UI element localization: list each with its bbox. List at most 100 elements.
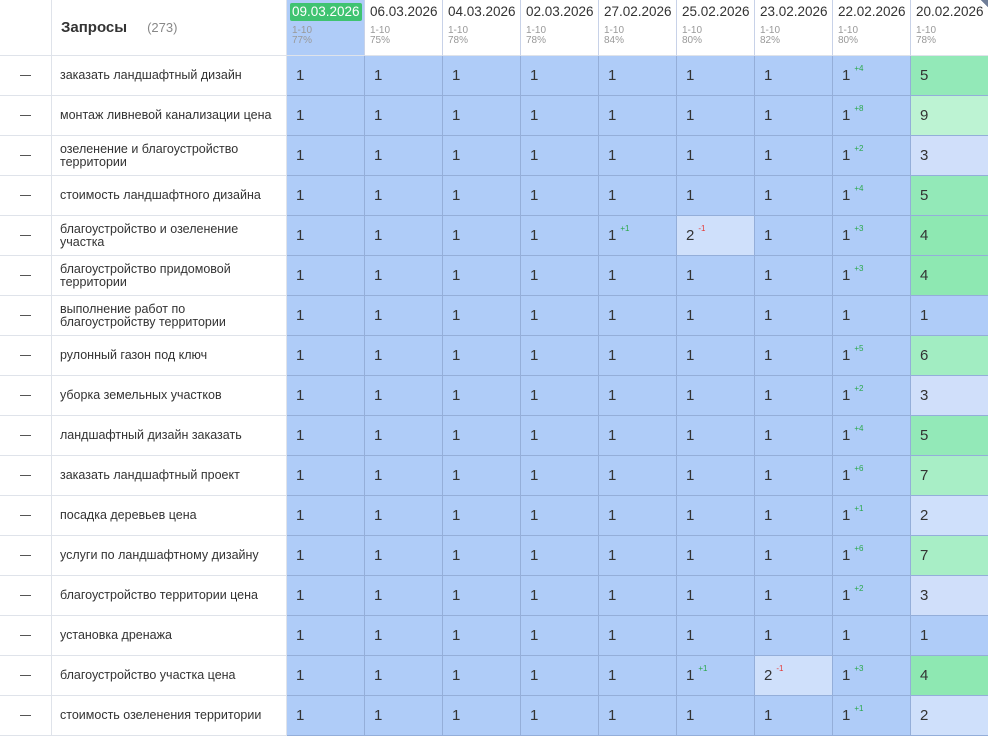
position-cell[interactable]: 1 bbox=[443, 136, 521, 176]
position-cell[interactable]: 1 bbox=[599, 176, 677, 216]
position-cell[interactable]: 1 +3 bbox=[833, 0, 988, 296]
position-cell[interactable]: 1 bbox=[755, 536, 833, 576]
date-column-header[interactable]: 06.03.2026 1-10 75% bbox=[365, 0, 443, 56]
position-cell[interactable]: 1 bbox=[521, 656, 599, 696]
date-column-header[interactable]: 09.03.2026 1-10 77% bbox=[287, 0, 365, 56]
position-cell[interactable]: 1 bbox=[521, 456, 599, 496]
row-action-toggle[interactable] bbox=[0, 616, 52, 656]
date-column-header[interactable]: 20.02.2026 1-10 78% bbox=[911, 0, 988, 56]
position-cell[interactable]: 1 bbox=[755, 56, 833, 96]
position-cell[interactable]: 1 bbox=[599, 456, 677, 496]
position-cell[interactable]: 1 bbox=[521, 296, 599, 336]
position-cell[interactable]: 1 bbox=[677, 416, 755, 456]
position-cell[interactable]: 1 bbox=[755, 456, 833, 496]
position-cell[interactable]: 1 bbox=[677, 696, 755, 736]
position-cell[interactable]: 1 bbox=[287, 176, 365, 216]
position-cell[interactable]: 1 +4 bbox=[833, 176, 911, 216]
position-cell[interactable]: 1 bbox=[755, 616, 833, 656]
position-cell[interactable]: 1 bbox=[287, 616, 365, 656]
position-cell[interactable]: 1 +1 bbox=[599, 216, 677, 256]
position-cell[interactable]: 1 bbox=[599, 496, 677, 536]
position-cell[interactable]: 2 bbox=[911, 496, 988, 536]
position-cell[interactable]: 1 bbox=[677, 496, 755, 536]
row-action-toggle[interactable] bbox=[0, 216, 52, 256]
date-column-header[interactable]: 02.03.2026 1-10 78% bbox=[521, 0, 599, 56]
position-cell[interactable]: 3 bbox=[911, 576, 988, 616]
position-cell[interactable]: 1 bbox=[755, 696, 833, 736]
position-cell[interactable]: 1 bbox=[365, 576, 443, 616]
position-cell[interactable]: 1 bbox=[443, 656, 521, 696]
row-action-toggle[interactable] bbox=[0, 296, 52, 336]
position-cell[interactable]: 1 bbox=[755, 416, 833, 456]
date-column-header[interactable]: 04.03.2026 1-10 78% bbox=[443, 0, 521, 56]
position-cell[interactable]: 1 +4 bbox=[833, 0, 988, 96]
position-cell[interactable]: 1 +6 bbox=[833, 0, 988, 496]
position-cell[interactable]: 1 bbox=[365, 616, 443, 656]
position-cell[interactable]: 1 bbox=[443, 336, 521, 376]
row-action-toggle[interactable] bbox=[0, 576, 52, 616]
position-cell[interactable]: 1 bbox=[521, 96, 599, 136]
position-cell[interactable]: 1 +5 bbox=[833, 336, 911, 376]
position-cell[interactable]: 1 bbox=[521, 576, 599, 616]
position-cell[interactable]: 1 bbox=[599, 656, 677, 696]
position-cell[interactable]: 1 bbox=[677, 576, 755, 616]
position-cell[interactable]: 1 bbox=[287, 576, 365, 616]
row-action-toggle[interactable] bbox=[0, 96, 52, 136]
position-cell[interactable]: 1 bbox=[677, 56, 755, 96]
position-cell[interactable]: 1 +6 bbox=[833, 536, 911, 576]
position-cell[interactable]: 1 +2 bbox=[833, 376, 911, 416]
position-cell[interactable]: 1 bbox=[677, 256, 755, 296]
position-cell[interactable]: 4 bbox=[911, 256, 988, 296]
row-action-toggle[interactable] bbox=[0, 496, 52, 536]
row-action-toggle[interactable] bbox=[0, 696, 52, 736]
position-cell[interactable]: 1 bbox=[599, 376, 677, 416]
position-cell[interactable]: 1 bbox=[365, 256, 443, 296]
position-cell[interactable]: 1 bbox=[287, 416, 365, 456]
position-cell[interactable]: 3 bbox=[911, 376, 988, 416]
position-cell[interactable]: 1 bbox=[443, 496, 521, 536]
position-cell[interactable]: 1 bbox=[755, 136, 833, 176]
position-cell[interactable]: 1 bbox=[599, 616, 677, 656]
position-cell[interactable]: 1 bbox=[443, 376, 521, 416]
position-cell[interactable]: 1 bbox=[599, 536, 677, 576]
row-action-toggle[interactable] bbox=[0, 536, 52, 576]
position-cell[interactable]: 1 bbox=[599, 576, 677, 616]
position-cell[interactable]: 1 bbox=[443, 216, 521, 256]
row-action-toggle[interactable] bbox=[0, 656, 52, 696]
position-cell[interactable]: 1 bbox=[365, 536, 443, 576]
position-cell[interactable]: 1 bbox=[365, 656, 443, 696]
position-cell[interactable]: 1 bbox=[521, 376, 599, 416]
row-action-toggle[interactable] bbox=[0, 256, 52, 296]
position-cell[interactable]: 1 bbox=[755, 336, 833, 376]
position-cell[interactable]: 9 bbox=[911, 96, 988, 136]
position-cell[interactable]: 1 bbox=[365, 416, 443, 456]
position-cell[interactable]: 1 bbox=[365, 136, 443, 176]
position-cell[interactable]: 1 bbox=[287, 496, 365, 536]
position-cell[interactable]: 1 bbox=[443, 96, 521, 136]
position-cell[interactable]: 1 bbox=[287, 376, 365, 416]
position-cell[interactable]: 1 bbox=[599, 256, 677, 296]
position-cell[interactable]: 1 bbox=[755, 256, 833, 296]
position-cell[interactable]: 1 +3 bbox=[833, 216, 911, 256]
position-cell[interactable]: 1 bbox=[443, 576, 521, 616]
position-cell[interactable]: 1 bbox=[365, 696, 443, 736]
position-cell[interactable]: 1 bbox=[521, 536, 599, 576]
queries-header[interactable]: Запросы (273) bbox=[52, 0, 287, 56]
position-cell[interactable]: 1 bbox=[287, 696, 365, 736]
position-cell[interactable]: 2 bbox=[911, 696, 988, 736]
position-cell[interactable]: 1 bbox=[365, 216, 443, 256]
position-cell[interactable]: 1 bbox=[287, 456, 365, 496]
position-cell[interactable]: 1 bbox=[365, 96, 443, 136]
position-cell[interactable]: 1 bbox=[443, 176, 521, 216]
position-cell[interactable]: 1 bbox=[287, 296, 365, 336]
row-action-toggle[interactable] bbox=[0, 56, 52, 96]
position-cell[interactable]: 1 bbox=[443, 416, 521, 456]
row-action-toggle[interactable] bbox=[0, 136, 52, 176]
position-cell[interactable]: 1 bbox=[521, 696, 599, 736]
position-cell[interactable]: 1 bbox=[287, 336, 365, 376]
position-cell[interactable]: 1 bbox=[443, 56, 521, 96]
position-cell[interactable]: 1 bbox=[677, 96, 755, 136]
position-cell[interactable]: 1 bbox=[287, 536, 365, 576]
position-cell[interactable]: 1 bbox=[521, 416, 599, 456]
position-cell[interactable]: 1 bbox=[755, 176, 833, 216]
